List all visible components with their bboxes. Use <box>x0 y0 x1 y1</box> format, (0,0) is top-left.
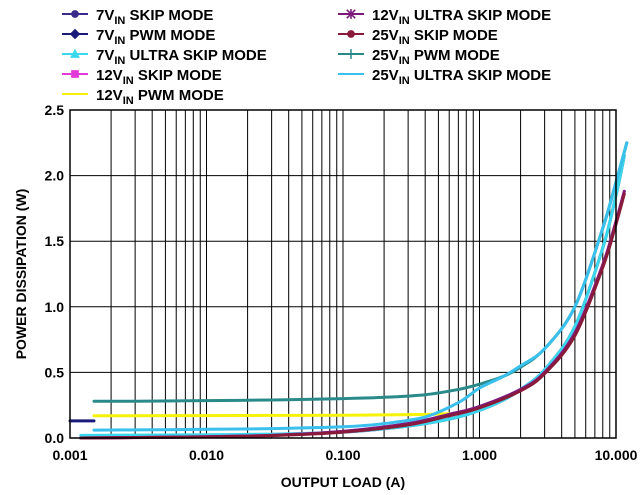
legend-item: 7VIN ULTRA SKIP MODE <box>62 47 267 67</box>
series-8 <box>92 141 629 432</box>
series-2 <box>79 154 626 437</box>
legend-label: 25VIN ULTRA SKIP MODE <box>372 67 551 87</box>
y-tick-labels: 0.0 0.5 1.0 1.5 2.0 2.5 <box>45 102 65 446</box>
legend-label: 25VIN SKIP MODE <box>372 27 498 47</box>
legend-item: 12VIN SKIP MODE <box>62 67 222 87</box>
series-line <box>92 141 629 432</box>
series-layer <box>68 141 629 440</box>
y-tick-label: 2.0 <box>45 168 65 184</box>
legend-marker <box>71 10 79 18</box>
legend-marker <box>71 70 79 78</box>
legend-marker <box>346 9 356 19</box>
legend-marker <box>69 28 81 40</box>
legend-item: 12VIN PWM MODE <box>62 87 224 107</box>
legend-item: 25VIN SKIP MODE <box>338 27 498 47</box>
series-line <box>92 412 451 418</box>
legend-label: 12VIN PWM MODE <box>96 87 224 107</box>
x-tick-label: 1.000 <box>462 447 497 463</box>
legend-item: 25VIN PWM MODE <box>338 47 500 67</box>
legend-marker <box>347 30 355 38</box>
x-axis-title: OUTPUT LOAD (A) <box>281 474 405 490</box>
y-axis-title: POWER DISSIPATION (W) <box>13 189 29 360</box>
x-tick-labels: 0.001 0.010 0.100 1.000 10.000 <box>52 447 637 463</box>
y-tick-label: 0.5 <box>45 364 65 380</box>
y-tick-label: 1.0 <box>45 299 65 315</box>
legend-item: 25VIN ULTRA SKIP MODE <box>338 67 551 87</box>
legend-label: 25VIN PWM MODE <box>372 47 500 67</box>
series-line <box>79 154 626 437</box>
x-tick-label: 0.001 <box>52 447 87 463</box>
x-tick-label: 10.000 <box>595 447 638 463</box>
legend-label: 7VIN PWM MODE <box>96 27 215 47</box>
y-tick-label: 0.0 <box>45 430 65 446</box>
grid <box>70 110 616 438</box>
series-6 <box>79 192 626 440</box>
series-line <box>79 154 626 440</box>
legend-marker <box>70 48 80 58</box>
y-tick-label: 2.5 <box>45 102 65 118</box>
legend-item: 12VIN ULTRA SKIP MODE <box>338 7 551 27</box>
plot-border <box>69 109 617 439</box>
series-line <box>79 192 626 440</box>
legend-item: 7VIN PWM MODE <box>62 27 215 47</box>
legend-label: 7VIN SKIP MODE <box>96 7 213 27</box>
series-0 <box>79 154 626 440</box>
legend-label: 12VIN SKIP MODE <box>96 67 222 87</box>
legend-label: 7VIN ULTRA SKIP MODE <box>96 47 267 67</box>
series-4 <box>92 412 451 418</box>
y-tick-label: 1.5 <box>45 233 65 249</box>
x-tick-label: 0.010 <box>189 447 224 463</box>
series-line <box>92 141 629 403</box>
series-7 <box>92 141 629 403</box>
legend-label: 12VIN ULTRA SKIP MODE <box>372 7 551 27</box>
x-tick-label: 0.100 <box>325 447 360 463</box>
legend-item: 7VIN SKIP MODE <box>62 7 213 27</box>
